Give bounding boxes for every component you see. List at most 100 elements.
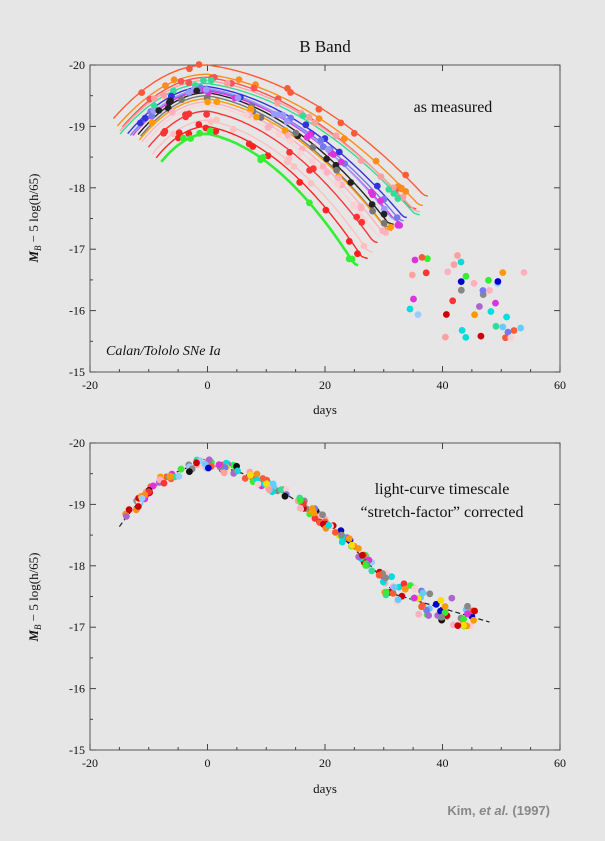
data-point xyxy=(148,119,156,126)
data-point xyxy=(141,114,149,122)
data-point xyxy=(351,201,358,209)
data-point xyxy=(449,297,457,305)
data-point xyxy=(438,613,445,621)
data-point xyxy=(148,112,156,120)
data-point xyxy=(419,589,427,597)
data-point xyxy=(424,255,431,263)
x-tick-label: -20 xyxy=(82,756,98,770)
data-point xyxy=(382,574,390,582)
data-point xyxy=(353,213,361,221)
data-point xyxy=(345,237,353,245)
data-point xyxy=(279,111,287,119)
data-point xyxy=(187,135,195,142)
y-tick-label: -17 xyxy=(69,242,85,256)
data-point xyxy=(358,218,366,226)
x-tick-label: 40 xyxy=(437,378,449,392)
data-point xyxy=(391,584,398,591)
data-point xyxy=(193,87,201,95)
data-point xyxy=(253,113,260,121)
data-point xyxy=(168,108,176,116)
credit-citation: Kim, et al. (1997) xyxy=(447,803,550,818)
y-tick-label: -18 xyxy=(69,559,85,573)
data-point xyxy=(213,98,221,106)
data-point xyxy=(292,129,300,137)
data-point xyxy=(325,522,333,529)
data-point xyxy=(264,124,272,131)
data-point xyxy=(357,157,365,165)
data-point xyxy=(265,486,273,494)
data-points xyxy=(136,61,528,342)
data-point xyxy=(402,188,410,195)
data-point xyxy=(319,511,326,519)
data-point xyxy=(274,131,282,138)
data-point xyxy=(283,486,290,493)
data-point xyxy=(177,78,185,85)
data-point xyxy=(284,132,292,140)
data-point xyxy=(323,155,331,163)
data-point xyxy=(325,146,332,153)
data-point xyxy=(450,261,458,268)
data-point xyxy=(206,127,214,135)
data-point xyxy=(360,242,368,250)
data-point xyxy=(379,227,386,235)
data-point xyxy=(123,513,130,520)
data-point xyxy=(462,334,470,341)
data-point xyxy=(335,148,343,156)
x-tick-label: 20 xyxy=(319,378,331,392)
light-curve xyxy=(138,98,393,232)
data-point xyxy=(277,486,285,494)
data-point xyxy=(150,95,158,102)
data-point xyxy=(487,308,495,315)
data-point xyxy=(297,149,304,157)
data-point xyxy=(388,573,395,581)
data-point xyxy=(338,531,345,539)
data-point xyxy=(274,99,281,107)
data-point xyxy=(167,472,174,480)
data-point xyxy=(160,129,168,137)
y-axis-label: MB − 5 log(h/65) xyxy=(26,552,43,642)
data-point xyxy=(220,469,228,477)
data-point xyxy=(362,562,370,569)
panel-stretch-corrected: -20 0 20 40 60 -20 -19 -18 -17 -16 -15 light-curve… xyxy=(26,436,566,796)
x-tick-label: 20 xyxy=(319,756,331,770)
data-point xyxy=(457,258,465,266)
data-point xyxy=(470,279,478,287)
data-point xyxy=(243,111,251,119)
light-curve xyxy=(155,125,368,260)
x-axis-label: days xyxy=(313,402,337,417)
data-point xyxy=(503,313,510,321)
data-point xyxy=(406,305,414,313)
data-point xyxy=(399,193,407,201)
data-point xyxy=(471,311,478,319)
x-tick-label: -20 xyxy=(82,378,98,392)
data-point xyxy=(418,603,425,611)
axis-ticks: -20 0 20 40 60 -20 -19 -18 -17 -16 -15 xyxy=(69,58,566,392)
data-point xyxy=(155,107,163,114)
light-curve xyxy=(134,87,398,221)
data-point xyxy=(494,278,502,285)
data-point xyxy=(432,600,440,608)
data-point xyxy=(234,94,242,102)
data-point xyxy=(247,471,254,479)
data-point xyxy=(170,130,177,138)
data-point xyxy=(411,594,418,602)
data-point xyxy=(332,132,340,140)
data-point xyxy=(203,111,211,118)
data-point xyxy=(150,107,158,115)
data-point xyxy=(479,287,487,294)
data-point xyxy=(215,461,223,469)
data-point xyxy=(249,143,257,150)
light-curve xyxy=(119,82,420,216)
y-tick-label: -19 xyxy=(69,119,85,133)
data-point xyxy=(315,105,323,113)
data-point xyxy=(296,178,304,186)
data-point xyxy=(305,113,313,121)
data-point xyxy=(185,79,193,87)
data-point xyxy=(307,180,315,187)
data-point xyxy=(241,475,249,482)
data-point xyxy=(207,77,215,84)
data-point xyxy=(377,197,384,205)
y-tick-label: -20 xyxy=(69,58,85,72)
y-tick-label: -19 xyxy=(69,497,85,511)
